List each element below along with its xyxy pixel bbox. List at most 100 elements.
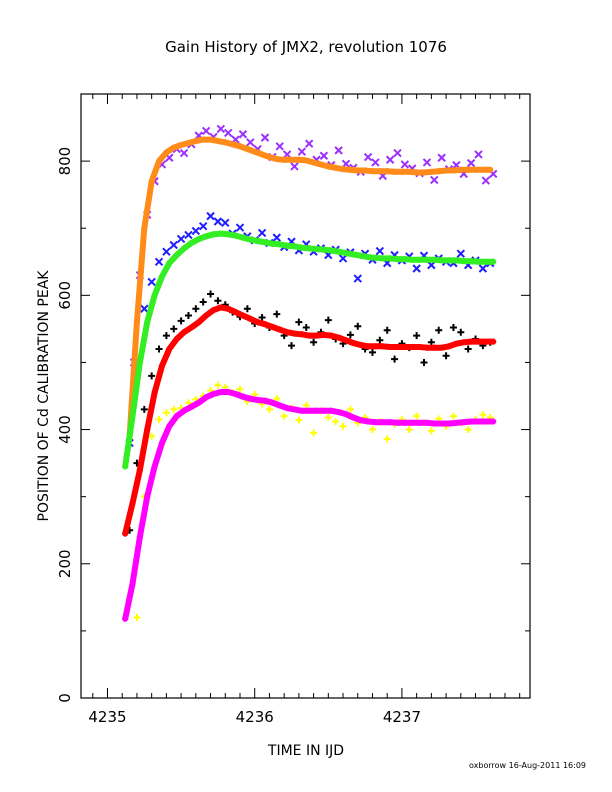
- data-point: [468, 418, 475, 425]
- data-point: [247, 315, 254, 322]
- data-point: [232, 309, 239, 316]
- data-point: [375, 246, 385, 256]
- data-point: [158, 273, 165, 280]
- series-line: [126, 136, 494, 440]
- data-point: [122, 615, 129, 622]
- data-point: [391, 168, 398, 175]
- data-point: [460, 258, 467, 265]
- data-point: [449, 324, 457, 332]
- data-point: [184, 230, 193, 240]
- data-point: [222, 139, 229, 146]
- data-point: [216, 124, 226, 134]
- data-point: [266, 154, 273, 161]
- data-point: [178, 142, 185, 149]
- data-point: [449, 412, 457, 420]
- data-point: [151, 389, 158, 396]
- data-point: [302, 401, 310, 409]
- data-point: [184, 311, 192, 319]
- data-point: [317, 161, 324, 168]
- data-point: [354, 322, 362, 330]
- data-point: [420, 358, 428, 366]
- data-point: [487, 166, 494, 173]
- data-point: [368, 426, 376, 434]
- data-point: [198, 222, 208, 231]
- data-point: [475, 418, 482, 425]
- data-point: [400, 160, 410, 169]
- data-point: [203, 312, 210, 319]
- data-point: [158, 439, 165, 446]
- data-point: [324, 413, 332, 421]
- data-point: [258, 313, 266, 321]
- data-point: [188, 239, 195, 246]
- data-point: [362, 167, 369, 174]
- data-series: [122, 124, 498, 622]
- data-point: [162, 247, 171, 256]
- data-point: [401, 419, 408, 426]
- data-point: [438, 257, 445, 264]
- data-point: [259, 151, 266, 158]
- data-point: [147, 277, 156, 287]
- data-point: [413, 412, 421, 420]
- data-point: [181, 329, 188, 336]
- data-point: [254, 397, 261, 404]
- data-point: [416, 419, 423, 426]
- data-point: [482, 338, 489, 345]
- data-point: [140, 304, 149, 313]
- data-point: [195, 399, 202, 406]
- plot-frame: [80, 93, 531, 699]
- data-point: [225, 231, 232, 238]
- data-point: [435, 326, 443, 334]
- data-point: [372, 254, 379, 261]
- data-point: [310, 159, 317, 166]
- data-point: [446, 257, 453, 264]
- data-point: [288, 156, 295, 163]
- data-point: [195, 319, 202, 326]
- data-point: [339, 422, 347, 430]
- data-point: [328, 247, 335, 254]
- data-point: [201, 126, 211, 136]
- data-point: [133, 613, 141, 621]
- data-point: [156, 158, 163, 165]
- data-point: [298, 331, 305, 338]
- y-axis-label: POSITION OF Cd CALIBRATION PEAK: [36, 270, 52, 522]
- data-point: [342, 250, 349, 257]
- data-point: [335, 409, 342, 416]
- data-point: [313, 407, 320, 414]
- data-point: [371, 158, 380, 167]
- data-point: [225, 388, 232, 395]
- data-point: [282, 150, 292, 159]
- data-point: [144, 493, 151, 500]
- data-point: [383, 326, 391, 334]
- data-point: [350, 414, 357, 421]
- data-point: [474, 150, 483, 159]
- data-point: [144, 426, 151, 433]
- data-point: [221, 218, 230, 228]
- data-point: [369, 168, 376, 175]
- series-6: [122, 304, 497, 537]
- data-point: [406, 168, 413, 175]
- data-point: [460, 339, 467, 346]
- data-point: [313, 246, 320, 253]
- data-point: [379, 255, 386, 262]
- data-point: [177, 317, 185, 325]
- data-point: [409, 256, 416, 263]
- data-point: [347, 166, 354, 173]
- data-point: [438, 344, 445, 351]
- data-point: [328, 407, 335, 414]
- data-point: [179, 148, 189, 158]
- data-point: [365, 343, 372, 350]
- data-point: [446, 420, 453, 427]
- data-point: [464, 345, 472, 353]
- data-point: [203, 394, 210, 401]
- data-point: [490, 418, 497, 425]
- data-point: [453, 257, 460, 264]
- data-point: [236, 143, 243, 150]
- data-point: [224, 128, 233, 138]
- data-point: [442, 352, 450, 360]
- data-point: [416, 344, 423, 351]
- data-point: [163, 149, 170, 156]
- data-point: [372, 343, 379, 350]
- data-point: [376, 336, 384, 344]
- data-point: [166, 423, 173, 430]
